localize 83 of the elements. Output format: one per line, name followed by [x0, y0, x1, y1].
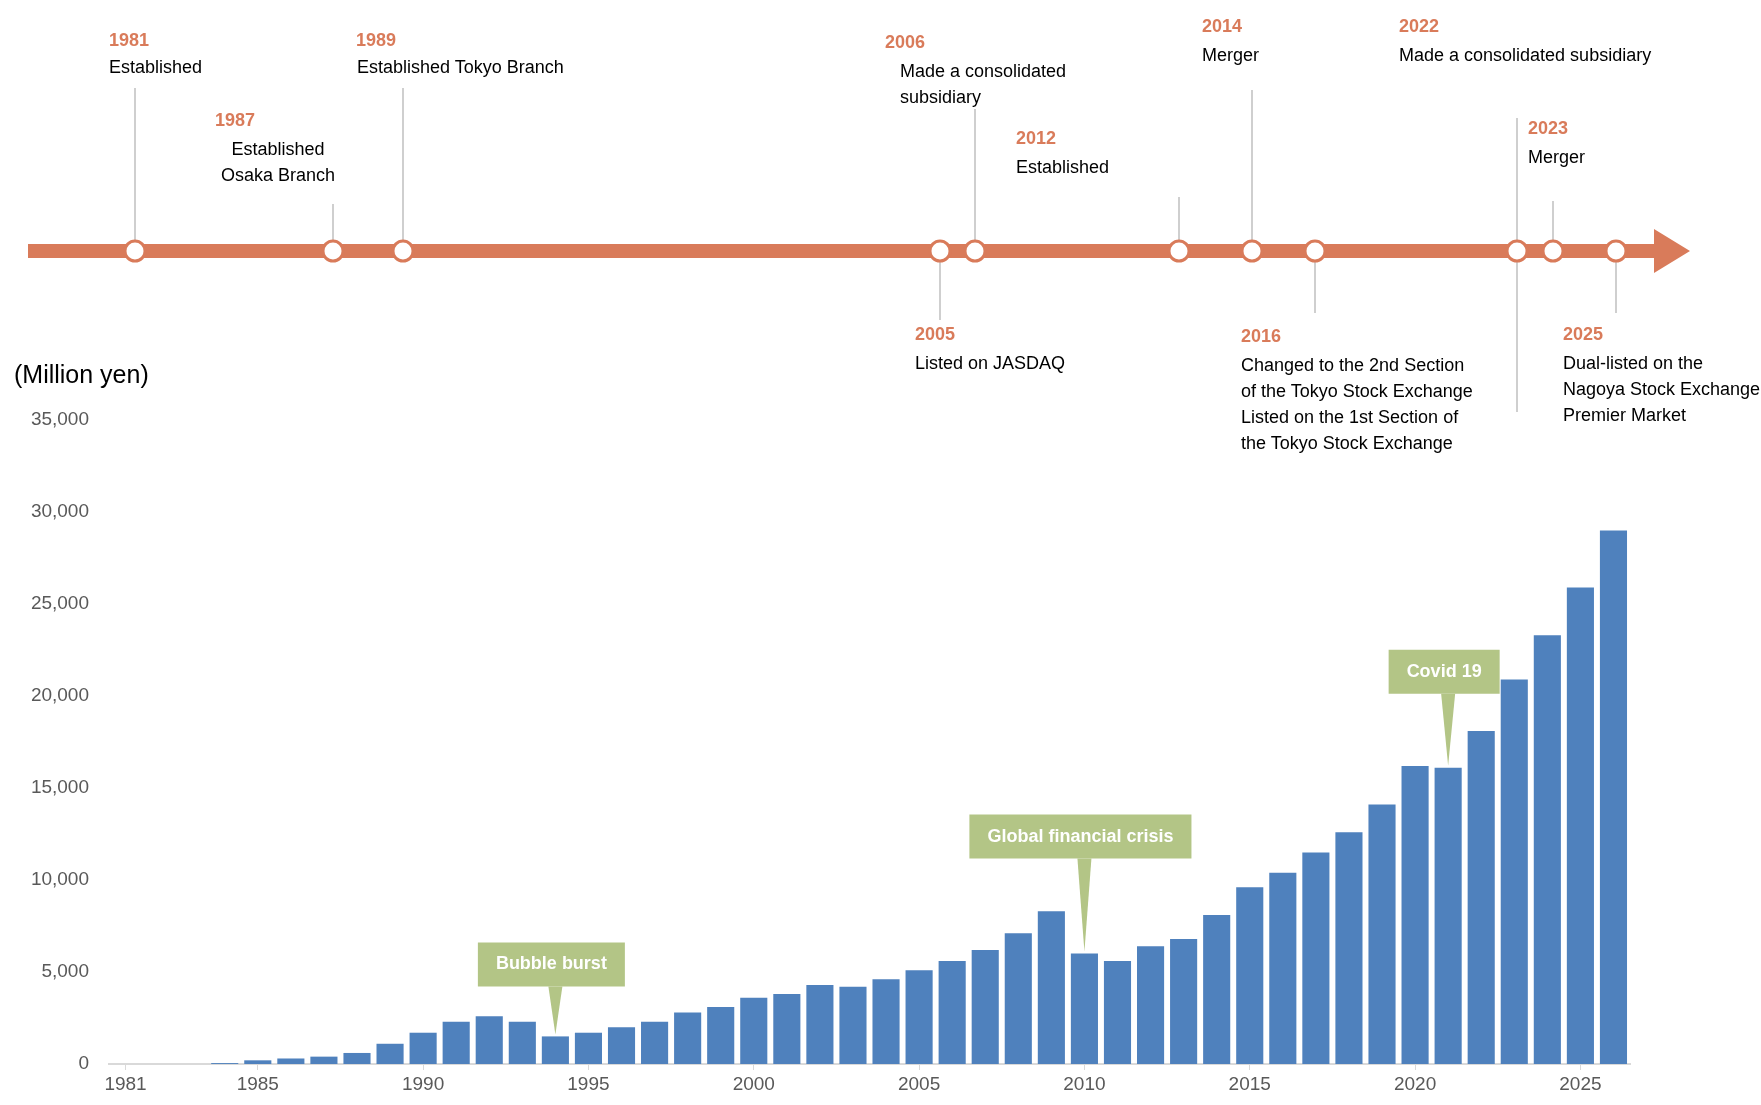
bar	[574, 1032, 602, 1064]
bar	[1203, 914, 1231, 1064]
x-tick-label: 1985	[236, 1072, 279, 1094]
text: Made a consolidated subsidiary	[900, 60, 1067, 109]
y-tick-label: 15,000	[30, 776, 89, 798]
bar	[343, 1052, 371, 1064]
annotation: Changed to the 2nd Section of the Tokyo Stock Exchange Listed on the 1st Section of the Tokyo Stock Exchange	[1241, 354, 1473, 455]
bar	[1137, 946, 1165, 1064]
bar	[1335, 832, 1363, 1064]
bar	[971, 949, 999, 1064]
bar	[773, 994, 801, 1064]
text: Established	[1016, 156, 1110, 179]
bar	[310, 1056, 338, 1064]
x-tick-label: 2010	[1063, 1072, 1106, 1094]
x-tick-label: 2005	[897, 1072, 941, 1094]
bar	[740, 997, 768, 1064]
bar	[839, 986, 867, 1064]
y-axis-title: (Million yen)	[14, 360, 149, 389]
bar	[607, 1027, 636, 1064]
bar	[1401, 765, 1429, 1064]
bar	[938, 960, 966, 1064]
text: 2014	[1202, 16, 1243, 37]
bar	[1236, 887, 1264, 1064]
text: Made a consolidated subsidiary	[1399, 44, 1652, 67]
annotation: Dual-listed on the Nagoya Stock Exchange Premier Market	[1563, 352, 1761, 427]
bar	[1302, 852, 1330, 1064]
annotation: Bubble burst	[495, 953, 607, 974]
x-tick-label: 1981	[104, 1072, 147, 1094]
text: Listed on JASDAQ	[915, 352, 1066, 375]
y-tick-label: 35,000	[30, 408, 89, 430]
text: Established Tokyo Branch	[357, 56, 564, 79]
text: Established Osaka Branch	[219, 138, 337, 187]
annotation: Global financial crisis	[987, 825, 1174, 846]
bar	[475, 1016, 503, 1064]
bar	[1004, 933, 1032, 1064]
bar	[707, 1006, 735, 1064]
bar	[905, 970, 933, 1064]
text: 2022	[1399, 16, 1440, 37]
x-tick-label: 1995	[567, 1072, 610, 1094]
y-tick-label: 25,000	[30, 592, 89, 614]
bar	[1566, 587, 1594, 1064]
y-tick-label: 30,000	[30, 500, 89, 522]
bar	[1500, 679, 1528, 1064]
bar	[674, 1012, 702, 1064]
y-tick-label: 0	[78, 1052, 89, 1074]
bar	[376, 1043, 404, 1064]
annotation: Covid 19	[1406, 660, 1482, 681]
bar	[641, 1021, 669, 1064]
text: Established	[109, 56, 203, 79]
text: Merger	[1528, 146, 1586, 169]
text: 2023	[1528, 118, 1569, 139]
text: 1989	[356, 30, 397, 51]
x-tick-label: 1990	[401, 1072, 445, 1094]
x-tick-label: 2000	[732, 1072, 775, 1094]
bar	[1533, 635, 1561, 1064]
bar	[1368, 804, 1396, 1064]
bar	[442, 1021, 470, 1064]
text: 2005	[915, 324, 956, 345]
y-tick-label: 5,000	[41, 960, 89, 982]
bar	[409, 1032, 437, 1064]
text: 1981	[109, 30, 150, 51]
bar	[1037, 911, 1065, 1064]
bar	[872, 979, 900, 1064]
bar	[1599, 530, 1628, 1064]
bar	[244, 1060, 272, 1064]
bar	[1103, 960, 1132, 1064]
text: 2006	[885, 32, 926, 53]
text: 2012	[1016, 128, 1057, 149]
bar	[1170, 938, 1198, 1064]
x-tick-label: 2015	[1228, 1072, 1271, 1094]
y-tick-label: 10,000	[30, 868, 89, 890]
bar	[1269, 872, 1297, 1064]
text: 2025	[1563, 324, 1604, 345]
bar	[1467, 730, 1495, 1064]
text: 2016	[1241, 326, 1282, 347]
bar	[806, 984, 834, 1064]
x-tick-label: 2025	[1559, 1072, 1602, 1094]
y-tick-label: 20,000	[30, 684, 89, 706]
text: Merger	[1202, 44, 1260, 67]
bar	[277, 1058, 305, 1064]
text: 1987	[215, 110, 256, 131]
x-tick-label: 2020	[1393, 1072, 1437, 1094]
bar	[508, 1021, 536, 1064]
